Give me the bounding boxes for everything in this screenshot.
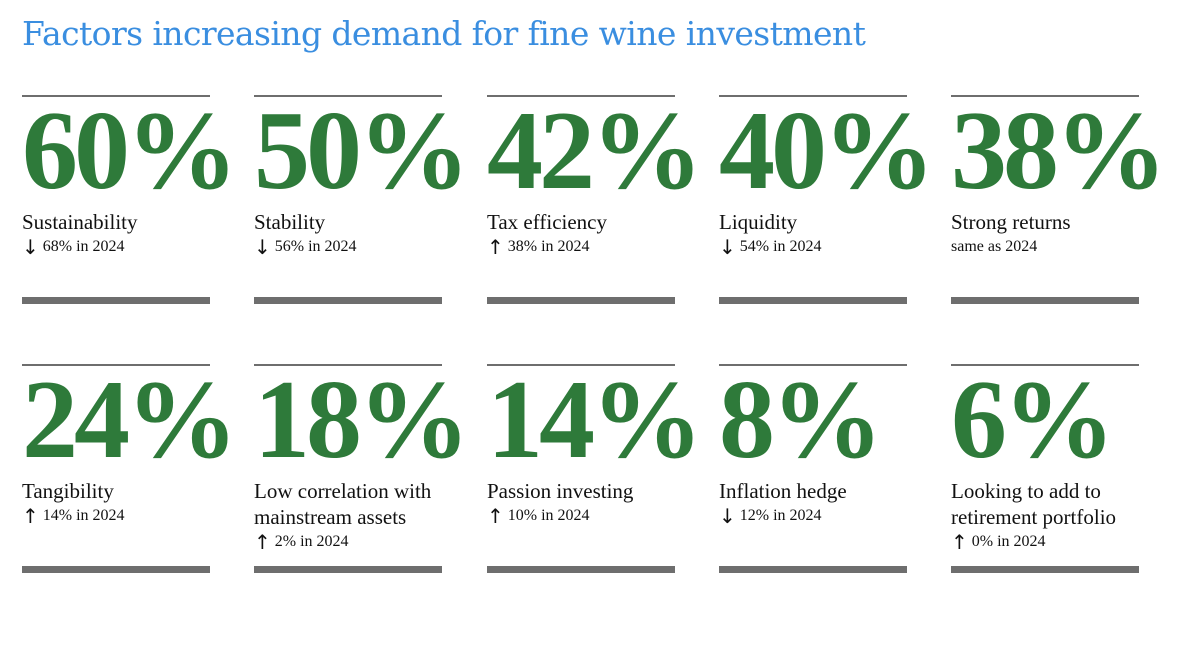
bottom-bar [487, 297, 675, 304]
stat-change: ↓ 68% in 2024 [22, 235, 222, 259]
bottom-bar [719, 297, 907, 304]
stat-change: ↓ 12% in 2024 [719, 504, 919, 528]
stat-block: Tax efficiency ↑ 38% in 2024 [487, 209, 687, 259]
top-rule [719, 95, 907, 97]
top-rule [951, 95, 1139, 97]
stat-block: Strong returns same as 2024 [951, 209, 1151, 259]
change-text: same as 2024 [951, 238, 1038, 255]
stat-block: Passion investing ↑ 10% in 2024 [487, 478, 687, 528]
stat-label: Liquidity [719, 210, 798, 234]
stat-label: Strong returns [951, 210, 1071, 234]
stat-value: 8% [719, 358, 883, 482]
arrow-up-icon: ↑ [254, 530, 271, 554]
stat-value: 50% [254, 89, 470, 213]
top-rule [951, 364, 1139, 366]
stat-change: ↑ 0% in 2024 [951, 530, 1151, 554]
stat-block: Low correlation with mainstream assets ↑ 2… [254, 478, 454, 554]
bottom-bar [951, 297, 1139, 304]
stat-change: ↓ 56% in 2024 [254, 235, 454, 259]
top-rule [254, 95, 442, 97]
change-text: 38% in 2024 [507, 238, 590, 255]
arrow-up-icon: ↑ [22, 504, 39, 528]
arrow-down-icon: ↓ [719, 504, 736, 528]
stat-label: Low correlation with mainstream assets [254, 479, 432, 529]
arrow-up-icon: ↑ [487, 235, 504, 259]
stat-block: Tangibility ↑ 14% in 2024 [22, 478, 222, 528]
change-text: 56% in 2024 [274, 238, 357, 255]
stat-block: Looking to add to retirement portfolio ↑ 0… [951, 478, 1151, 554]
stat-label: Tax efficiency [487, 210, 607, 234]
page-title: Factors increasing demand for fine wine … [22, 14, 866, 53]
stat-change: ↑ 14% in 2024 [22, 504, 222, 528]
bottom-bar [254, 566, 442, 573]
top-rule [22, 364, 210, 366]
top-rule [719, 364, 907, 366]
stat-value: 24% [22, 358, 238, 482]
arrow-up-icon: ↑ [487, 504, 504, 528]
stat-change: ↑ 38% in 2024 [487, 235, 687, 259]
stat-label: Tangibility [22, 479, 114, 503]
stat-label: Sustainability [22, 210, 138, 234]
bottom-bar [22, 297, 210, 304]
top-rule [254, 364, 442, 366]
stat-label: Passion investing [487, 479, 634, 503]
arrow-up-icon: ↑ [951, 530, 968, 554]
bottom-bar [487, 566, 675, 573]
stat-block: Liquidity ↓ 54% in 2024 [719, 209, 919, 259]
change-text: 68% in 2024 [42, 238, 125, 255]
change-text: 54% in 2024 [739, 238, 822, 255]
stat-value: 40% [719, 89, 935, 213]
stat-label: Inflation hedge [719, 479, 847, 503]
stat-label: Looking to add to retirement portfolio [951, 479, 1117, 529]
change-text: 2% in 2024 [274, 533, 349, 550]
change-text: 12% in 2024 [739, 507, 822, 524]
stat-change: same as 2024 [951, 235, 1151, 259]
stat-value: 42% [487, 89, 703, 213]
top-rule [487, 95, 675, 97]
stat-block: Sustainability ↓ 68% in 2024 [22, 209, 222, 259]
change-text: 14% in 2024 [42, 507, 125, 524]
change-text: 10% in 2024 [507, 507, 590, 524]
stat-value: 6% [951, 358, 1115, 482]
arrow-down-icon: ↓ [719, 235, 736, 259]
stat-block: Stability ↓ 56% in 2024 [254, 209, 454, 259]
stat-label: Stability [254, 210, 326, 234]
bottom-bar [254, 297, 442, 304]
stat-block: Inflation hedge ↓ 12% in 2024 [719, 478, 919, 528]
bottom-bar [22, 566, 210, 573]
stat-value: 18% [254, 358, 470, 482]
stat-change: ↓ 54% in 2024 [719, 235, 919, 259]
stat-value: 14% [487, 358, 703, 482]
arrow-down-icon: ↓ [254, 235, 271, 259]
stat-value: 60% [22, 89, 238, 213]
stat-change: ↑ 2% in 2024 [254, 530, 454, 554]
top-rule [22, 95, 210, 97]
change-text: 0% in 2024 [971, 533, 1046, 550]
bottom-bar [719, 566, 907, 573]
stat-change: ↑ 10% in 2024 [487, 504, 687, 528]
arrow-down-icon: ↓ [22, 235, 39, 259]
top-rule [487, 364, 675, 366]
stat-value: 38% [951, 89, 1167, 213]
bottom-bar [951, 566, 1139, 573]
